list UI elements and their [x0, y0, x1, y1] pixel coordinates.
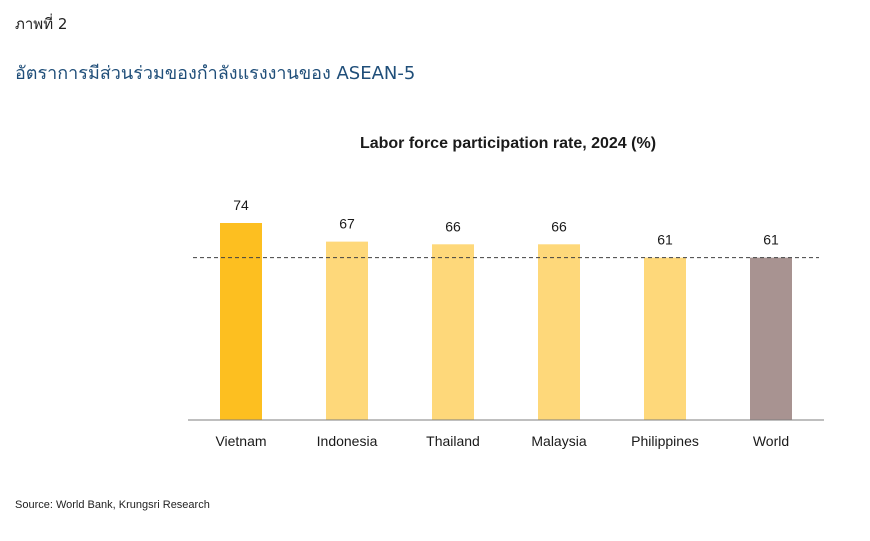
- figure-label: ภาพที่ 2: [15, 15, 68, 33]
- bar-vietnam: [220, 223, 262, 420]
- figure-title: อัตราการมีส่วนร่วมของกำลังแรงงานของ ASEA…: [15, 63, 416, 84]
- data-label-vietnam: 74: [233, 197, 249, 213]
- x-tick-label-malaysia: Malaysia: [531, 433, 586, 449]
- x-tick-label-indonesia: Indonesia: [317, 433, 378, 449]
- x-tick-label-world: World: [753, 433, 789, 449]
- chart-title: Labor force participation rate, 2024 (%): [360, 135, 656, 152]
- bar-malaysia: [538, 244, 580, 420]
- data-label-philippines: 61: [657, 232, 673, 248]
- data-label-thailand: 66: [445, 218, 461, 234]
- source-note: Source: World Bank, Krungsri Research: [15, 499, 210, 511]
- bar-world: [750, 257, 792, 420]
- bar-thailand: [432, 244, 474, 420]
- data-label-malaysia: 66: [551, 218, 567, 234]
- data-label-indonesia: 67: [339, 216, 355, 232]
- bar-philippines: [644, 257, 686, 420]
- x-tick-label-thailand: Thailand: [426, 433, 480, 449]
- data-label-world: 61: [763, 232, 779, 248]
- x-tick-label-philippines: Philippines: [631, 433, 699, 449]
- bar-indonesia: [326, 241, 368, 420]
- x-tick-label-vietnam: Vietnam: [215, 433, 266, 449]
- bar-group: 74 Vietnam 67 Indonesia 66 Thailand 66 Malaysia…: [215, 197, 792, 449]
